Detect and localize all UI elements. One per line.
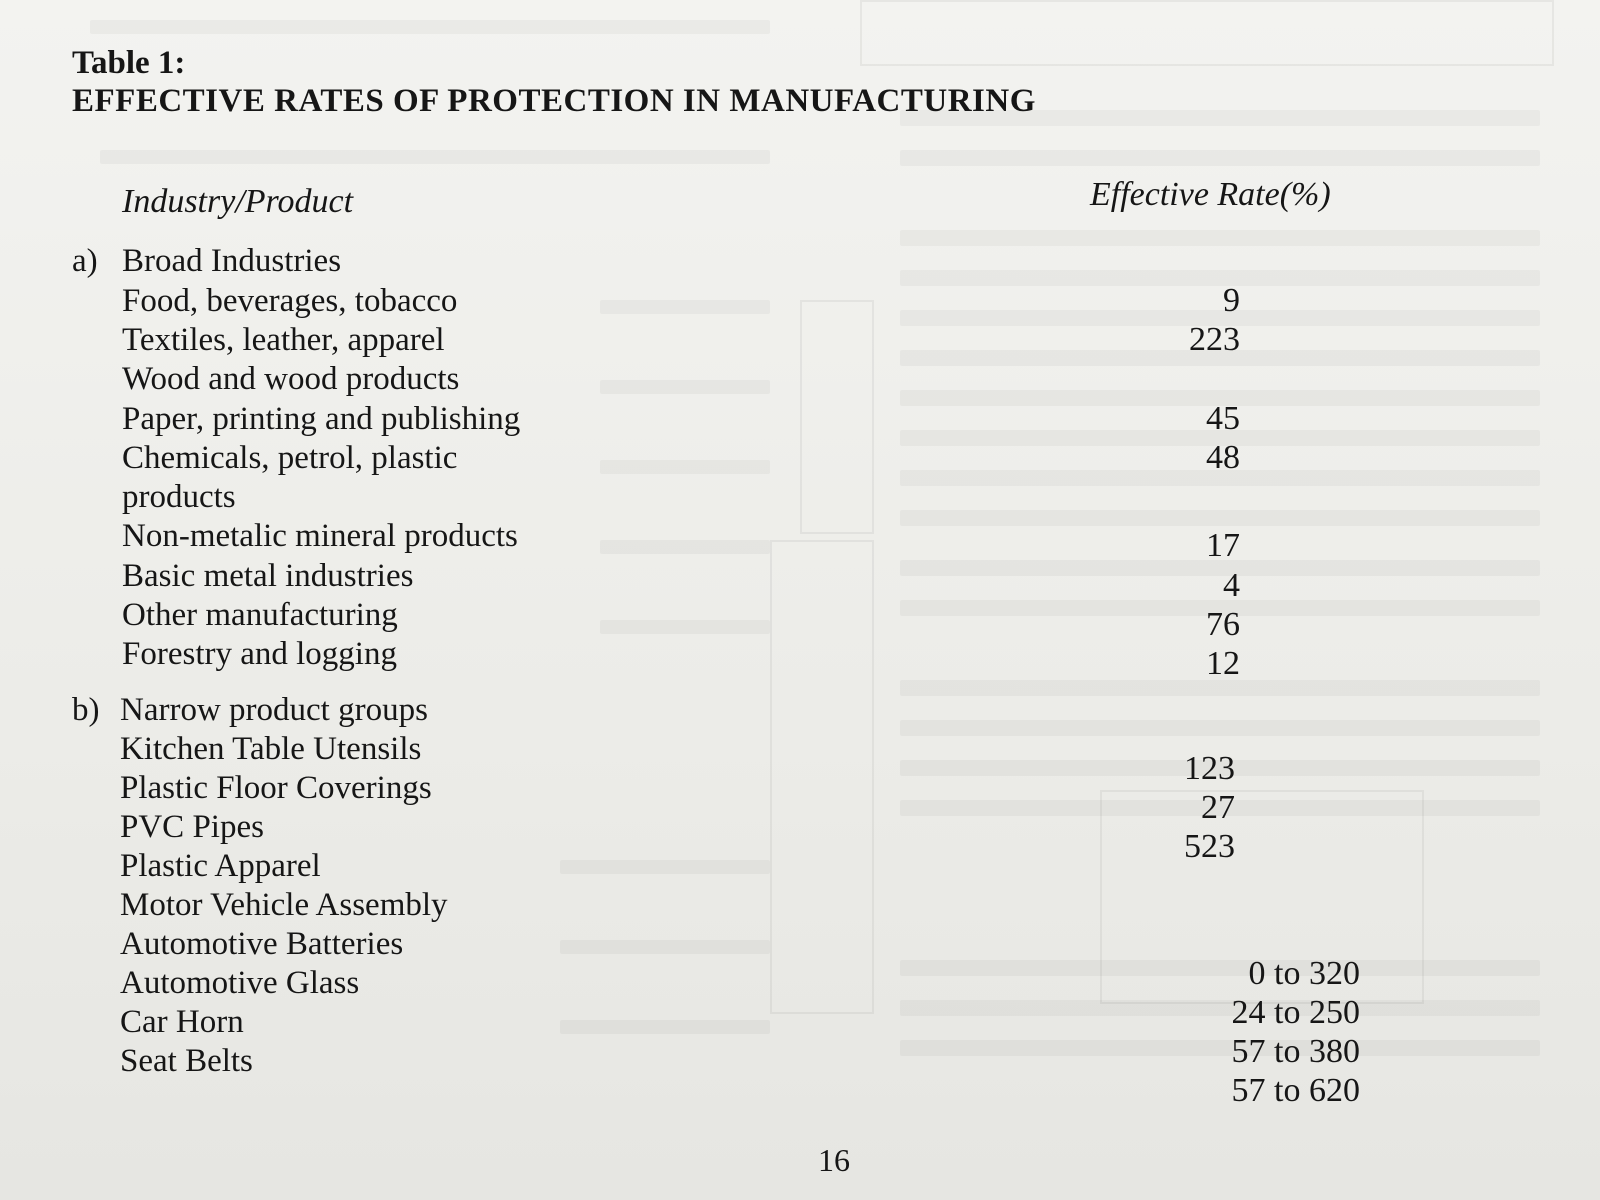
table-row-label: Plastic Floor Coverings (120, 770, 432, 806)
column-header-effective-rate: Effective Rate(%) (1090, 176, 1331, 213)
table-row-rate: 57 to 380 (1231, 1033, 1360, 1070)
bleed-through-text (600, 540, 770, 554)
table-row-label: Motor Vehicle Assembly (120, 887, 448, 923)
page-number: 16 (818, 1142, 850, 1178)
table-row-label: Non-metalic mineral products (122, 518, 518, 554)
bleed-through-text (600, 460, 770, 474)
bleed-through-text (90, 20, 770, 34)
table-row-label: Car Horn (120, 1004, 244, 1040)
table-row-label: Automotive Batteries (120, 926, 404, 962)
bleed-through-text (900, 230, 1540, 246)
section-label: Narrow product groups (120, 692, 428, 728)
table-row-rate: 45 (1206, 400, 1240, 437)
table-row-rate: 523 (1184, 828, 1235, 865)
bleed-through-text (900, 150, 1540, 166)
table-row-rate: 57 to 620 (1231, 1072, 1360, 1109)
table-row-label-continued: products (122, 479, 236, 515)
table-row-label: Other manufacturing (122, 597, 398, 633)
bleed-through-text (560, 940, 770, 954)
section-marker: a) (72, 243, 98, 279)
bleed-through-box (860, 0, 1554, 66)
table-row-rate: 24 to 250 (1231, 994, 1360, 1031)
table-row-rate: 0 to 320 (1248, 955, 1360, 992)
table-row-label: PVC Pipes (120, 809, 264, 845)
table-row-label: Chemicals, petrol, plastic (122, 440, 458, 476)
table-row-rate: 27 (1201, 789, 1235, 826)
table-row-label: Basic metal industries (122, 558, 414, 594)
table-row-label: Automotive Glass (120, 965, 360, 1001)
table-row-rate: 17 (1206, 527, 1240, 564)
bleed-through-text (560, 1020, 770, 1034)
section-label: Broad Industries (122, 243, 342, 279)
table-title: EFFECTIVE RATES OF PROTECTION IN MANUFAC… (72, 83, 1036, 119)
table-row-rate: 76 (1206, 606, 1240, 643)
table-row-rate: 48 (1206, 439, 1240, 476)
table-row-label: Plastic Apparel (120, 848, 321, 884)
table-row-label: Textiles, leather, apparel (122, 322, 445, 358)
table-row-label: Wood and wood products (122, 361, 460, 397)
bleed-through-text (900, 720, 1540, 736)
bleed-through-box (1100, 790, 1424, 1004)
table-row-label: Seat Belts (120, 1043, 253, 1079)
table-row-label: Food, beverages, tobacco (122, 283, 458, 319)
bleed-through-text (600, 620, 770, 634)
bleed-through-box (770, 540, 874, 1014)
column-header-industry: Industry/Product (122, 183, 354, 220)
bleed-through-text (600, 300, 770, 314)
table-row-rate: 223 (1189, 321, 1240, 358)
table-row-label: Kitchen Table Utensils (120, 731, 422, 767)
table-row-rate: 12 (1206, 645, 1240, 682)
table-row-label: Paper, printing and publishing (122, 401, 521, 437)
bleed-through-text (900, 510, 1540, 526)
table-row-rate: 9 (1223, 282, 1240, 319)
table-row-label: Forestry and logging (122, 636, 397, 672)
table-row-rate: 123 (1184, 750, 1235, 787)
table-caption: Table 1: (72, 45, 186, 81)
bleed-through-box (800, 300, 874, 534)
table-row-rate: 4 (1223, 567, 1240, 604)
section-marker: b) (72, 692, 100, 728)
bleed-through-text (100, 150, 770, 164)
bleed-through-text (600, 380, 770, 394)
bleed-through-text (560, 860, 770, 874)
